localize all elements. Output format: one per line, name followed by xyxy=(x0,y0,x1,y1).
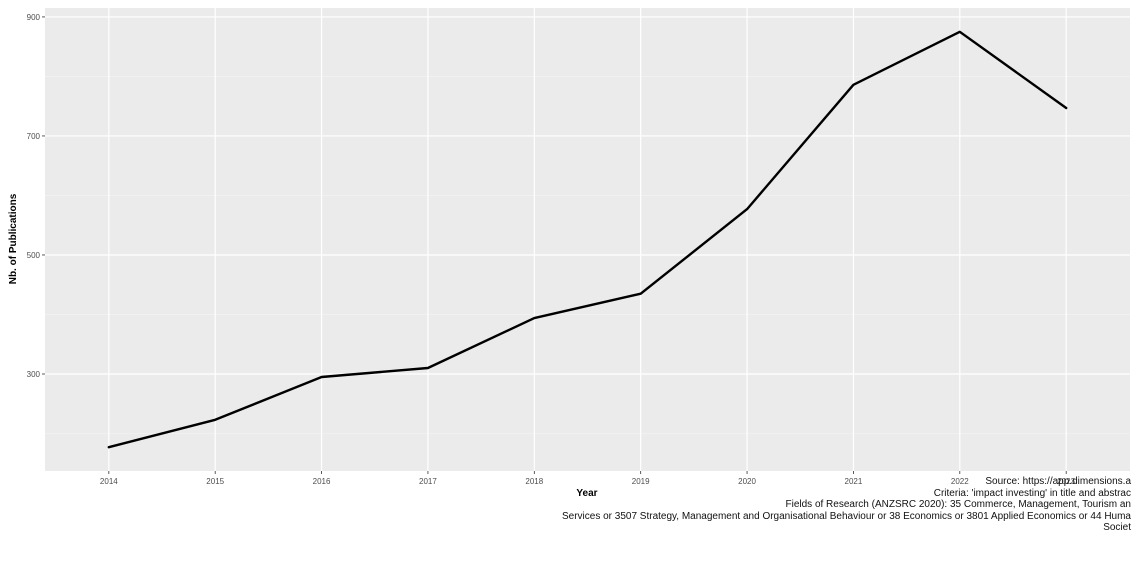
x-tick-label: 2017 xyxy=(419,477,437,486)
grid-lines xyxy=(45,8,1130,471)
y-axis-title: Nb. of Publications xyxy=(8,193,19,284)
caption-line-source: Source: https://app.dimensions.a xyxy=(985,476,1131,487)
y-tick-label: 700 xyxy=(27,132,41,141)
x-tick-label: 2022 xyxy=(951,477,969,486)
x-tick-label: 2019 xyxy=(632,477,650,486)
axes: 300 500 700 900 2014 2015 2016 2017 2018 2019 2020… xyxy=(27,13,1076,486)
x-axis-title: Year xyxy=(576,488,597,499)
x-tick-label: 2016 xyxy=(313,477,331,486)
series-line-0 xyxy=(107,30,1068,449)
series-layer xyxy=(107,30,1068,449)
x-tick-label: 2014 xyxy=(100,477,118,486)
caption-line-criteria: Criteria: 'impact investing' in title an… xyxy=(933,487,1131,499)
x-tick-label: 2018 xyxy=(525,477,543,486)
chart-caption: Source: https://app.dimensions.a Criteri… xyxy=(562,476,1131,534)
x-tick-label: 2021 xyxy=(845,477,863,486)
x-tick-label: 2023 xyxy=(1057,477,1075,486)
y-tick-label: 500 xyxy=(27,251,41,260)
x-tick-label: 2015 xyxy=(206,477,224,486)
plot-panel xyxy=(45,8,1130,471)
y-tick-label: 900 xyxy=(27,13,41,22)
y-tick-label: 300 xyxy=(27,370,41,379)
x-tick-label: 2020 xyxy=(738,477,756,486)
caption-line-fields: Fields of Research (ANZSRC 2020): 35 Com… xyxy=(785,499,1131,510)
caption-line-fields-continued: Services or 3507 Strategy, Management an… xyxy=(561,510,1131,522)
caption-line-fields-end: Societ xyxy=(1103,522,1131,533)
